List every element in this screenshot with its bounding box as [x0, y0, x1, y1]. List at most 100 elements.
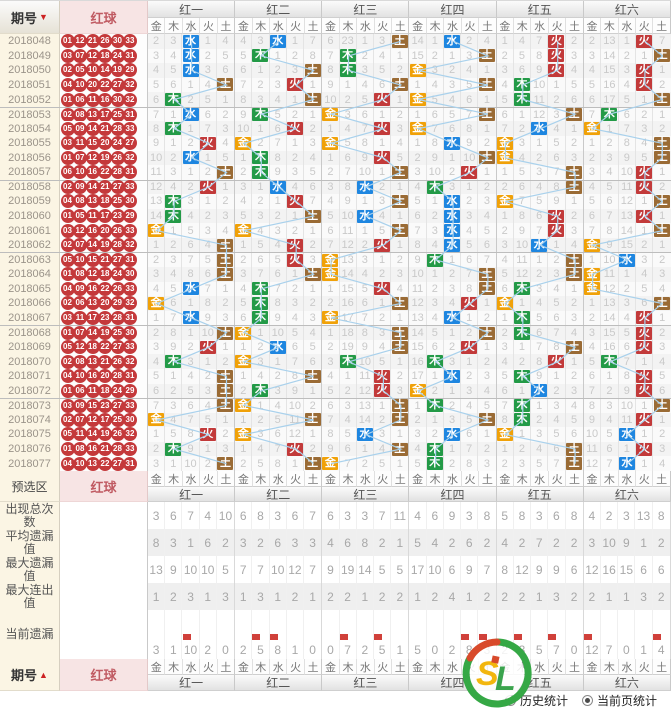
element-cell-miss: 9 [427, 151, 444, 166]
hit-cell-土: 土 [217, 166, 233, 179]
element-cell-miss: 1 [653, 165, 670, 180]
hit-cell-火: 火 [636, 64, 652, 77]
element-cell-miss: 2 [287, 151, 304, 166]
element-cell-miss: 1 [182, 78, 199, 93]
group-cells: 618火5 [584, 369, 671, 384]
element-cell-miss: 3 [374, 427, 391, 442]
element-cell-miss: 1 [391, 456, 408, 471]
element-cell-miss: 5 [584, 78, 601, 93]
group-cells: 110水32 [584, 253, 671, 267]
hit-cell-木: 木 [252, 384, 268, 397]
red-ball: 32 [123, 78, 137, 92]
element-cell-miss: 2 [200, 369, 217, 384]
group-cells: 1284土 [584, 136, 671, 151]
group-cells: 141水24 [409, 34, 496, 49]
current-page-stat-label[interactable]: 当前页统计 [597, 692, 657, 709]
group-cells: 12水65 [235, 340, 322, 355]
element-header-土: 土 [566, 659, 583, 675]
element-cell-miss: 1 [182, 326, 199, 340]
element-cell-miss: 10 [409, 267, 426, 282]
red-ball: 31 [123, 253, 137, 267]
group-cells: 5木912 [497, 369, 584, 384]
element-cell-miss: 1 [514, 384, 531, 399]
group-cells: 金11143 [584, 267, 671, 282]
hit-cell-水: 水 [270, 181, 286, 194]
element-cell-miss: 1 [340, 369, 357, 384]
element-cell-miss: 2 [374, 267, 391, 282]
element-cell-miss: 1 [217, 413, 234, 428]
element-cell-hit: 水 [270, 34, 287, 49]
element-cell-hit: 土 [478, 282, 495, 297]
hit-cell-金: 金 [148, 224, 164, 237]
group-cells: 1264土 [148, 238, 235, 253]
element-cell-hit: 土 [217, 165, 234, 180]
element-cell-miss: 2 [304, 238, 321, 253]
element-cell-miss: 5 [497, 92, 514, 107]
group-cells: 1161火3 [584, 442, 671, 457]
stat-value: 19 [340, 556, 357, 583]
element-cell-hit: 土 [217, 369, 234, 384]
group-cells: 3102火1 [409, 165, 496, 180]
element-cell-miss: 5 [287, 326, 304, 340]
group-cells: 金6182 [148, 296, 235, 311]
current-page-stat-radio[interactable] [582, 695, 593, 706]
period-sort-header[interactable]: 期号 ▼ [0, 1, 60, 34]
element-cell-miss: 6 [322, 399, 339, 413]
hit-cell-土: 土 [305, 210, 321, 223]
element-cell-hit: 土 [566, 181, 583, 195]
hit-cell-木: 木 [252, 108, 268, 121]
hit-cell-木: 木 [252, 166, 268, 179]
group-cells: 2木935 [235, 165, 322, 180]
element-cell-miss: 2 [478, 181, 495, 195]
stat-value: 1 [531, 583, 548, 610]
hit-cell-金: 金 [235, 355, 251, 368]
red-ball: 32 [123, 93, 137, 107]
red-ball: 20 [98, 369, 112, 383]
hot-marker [252, 634, 260, 640]
element-cell-miss: 2 [287, 223, 304, 238]
element-cell-miss: 4 [270, 399, 287, 413]
element-cell-miss: 5 [619, 92, 636, 107]
red-ball: 10 [73, 457, 87, 471]
element-cell-miss: 4 [235, 194, 252, 209]
element-header-金: 金 [322, 471, 339, 487]
element-cell-miss: 2 [217, 194, 234, 209]
element-cell-hit: 火 [287, 253, 304, 267]
element-cell-hit: 金 [322, 267, 339, 282]
element-cell-hit: 水 [357, 209, 374, 224]
red-ball: 06 [73, 93, 87, 107]
element-cell-miss: 13 [619, 209, 636, 224]
element-cell-miss: 23 [340, 34, 357, 49]
group-cells: 5木283 [409, 456, 496, 471]
element-header-金: 金 [235, 18, 252, 34]
element-cell-miss: 6 [601, 194, 618, 209]
element-cell-miss: 8 [270, 151, 287, 166]
group-cells: 8木173 [148, 121, 235, 136]
red-ball: 12 [73, 34, 87, 48]
period-sort-footer[interactable]: 期号 ▲ [0, 659, 60, 691]
element-cell-miss: 3 [148, 267, 165, 282]
hit-cell-土: 土 [217, 78, 233, 91]
group-cells: 9614土 [322, 442, 409, 457]
hit-cell-土: 土 [217, 268, 233, 281]
group-cells: 2648土 [497, 181, 584, 195]
red-ball: 12 [73, 224, 87, 238]
group-cells: 8木352 [322, 63, 409, 78]
element-header-火: 火 [549, 18, 566, 34]
stat-value: 2 [374, 583, 391, 610]
element-cell-miss: 9 [619, 151, 636, 166]
element-cell-miss: 3 [566, 49, 583, 64]
stat-value: 2 [444, 529, 461, 556]
stat-label: 平均遗漏值 [0, 529, 60, 556]
hit-cell-木: 木 [514, 413, 530, 426]
element-cell-miss: 3 [409, 165, 426, 180]
group-cells: 45水36 [148, 63, 235, 78]
red-ball: 29 [123, 209, 137, 223]
element-header-火: 火 [200, 659, 217, 675]
element-cell-miss: 2 [357, 49, 374, 64]
stat-value: 17 [409, 556, 426, 583]
element-cell-miss: 8 [619, 136, 636, 151]
element-cell-miss: 3 [217, 311, 234, 326]
element-cell-miss: 3 [409, 427, 426, 442]
red-ball: 21 [98, 355, 112, 369]
